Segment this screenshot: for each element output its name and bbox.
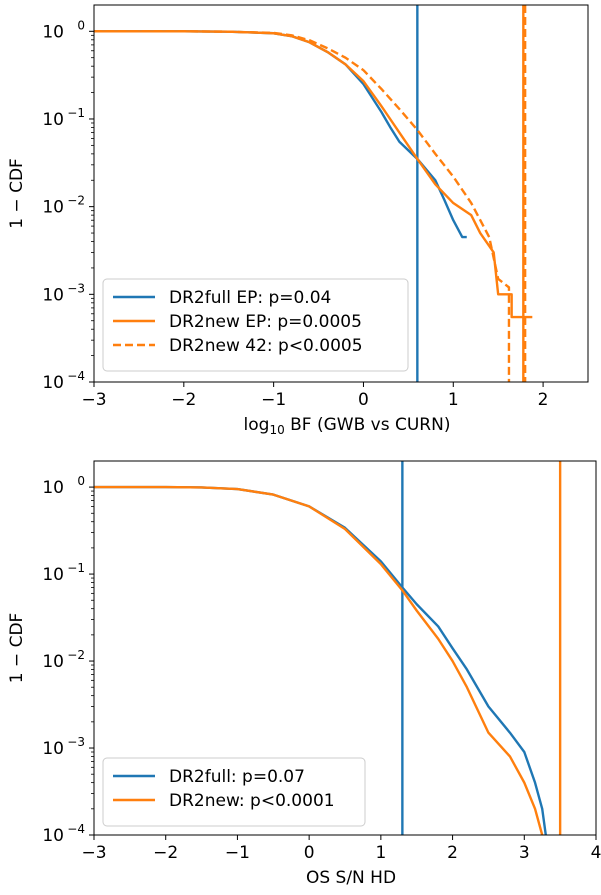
x-tick-label: 2 bbox=[447, 843, 458, 863]
series-line-2 bbox=[94, 30, 511, 382]
x-axis-label-subscript: 10 bbox=[269, 423, 284, 437]
y-tick-base: 10 bbox=[42, 826, 64, 846]
y-tick-base: 10 bbox=[42, 373, 64, 393]
x-tick-label: 1 bbox=[448, 390, 459, 410]
y-axis-label: 1 − CDF bbox=[7, 158, 27, 229]
y-tick-label: 10 bbox=[42, 373, 64, 393]
y-tick-base: 10 bbox=[42, 565, 64, 585]
y-tick-exponent: −2 bbox=[67, 648, 85, 662]
y-tick-label: 10 bbox=[42, 739, 64, 759]
y-tick-label: 10 bbox=[42, 826, 64, 846]
y-tick-base: 10 bbox=[42, 478, 64, 498]
y-tick-base: 10 bbox=[42, 198, 64, 218]
x-tick-label: −2 bbox=[153, 843, 178, 863]
y-tick-label: 10 bbox=[42, 565, 64, 585]
y-tick-exponent: −4 bbox=[67, 369, 85, 383]
x-axis-label-rest: BF (GWB vs CURN) bbox=[285, 415, 451, 435]
x-tick-label: 1 bbox=[375, 843, 386, 863]
y-tick-exponent: −3 bbox=[67, 735, 85, 749]
legend-label-0: DR2full: p=0.07 bbox=[169, 767, 305, 787]
x-tick-label: 0 bbox=[304, 843, 315, 863]
y-tick-exponent: 0 bbox=[77, 474, 85, 488]
x-tick-label: 2 bbox=[538, 390, 549, 410]
x-tick-label: −3 bbox=[81, 390, 106, 410]
axes-frame bbox=[93, 4, 589, 383]
x-tick-label: −3 bbox=[81, 843, 106, 863]
series-group bbox=[94, 5, 533, 382]
y-tick-exponent: −3 bbox=[67, 281, 85, 295]
y-tick-base: 10 bbox=[42, 652, 64, 672]
legend-label-1: DR2new: p<0.0001 bbox=[169, 791, 335, 811]
y-tick-label: 10 bbox=[42, 285, 64, 305]
x-tick-label: −2 bbox=[171, 390, 196, 410]
y-tick-label: 10 bbox=[42, 652, 64, 672]
y-tick-base: 10 bbox=[42, 110, 64, 130]
legend: DR2full: p=0.07 DR2new: p<0.0001 bbox=[102, 757, 366, 827]
y-tick-base: 10 bbox=[42, 739, 64, 759]
series-group bbox=[94, 461, 562, 835]
y-tick-label: 10 bbox=[42, 198, 64, 218]
y-tick-exponent: −2 bbox=[67, 194, 85, 208]
legend-label-1: DR2new EP: p=0.0005 bbox=[169, 312, 362, 332]
top-chart-panel: −3 −2 −1 0 1 210 010 −110 −210 −310 −41 − CDFlog10… bbox=[7, 4, 589, 437]
legend-box bbox=[102, 278, 409, 372]
y-tick-exponent: −1 bbox=[67, 561, 85, 575]
bottom-chart-panel: −3 −2 −1 0 1 2 3 410 010 −110 −210 −310 −41 − CDFOS … bbox=[7, 460, 601, 888]
axes-frame bbox=[93, 460, 597, 836]
y-tick-label: 10 bbox=[42, 110, 64, 130]
x-axis-label-main: log bbox=[244, 415, 270, 435]
x-tick-label: 4 bbox=[591, 843, 601, 863]
x-tick-label: 0 bbox=[358, 390, 369, 410]
legend: DR2full EP: p=0.04 DR2new EP: p=0.0005 DR2… bbox=[102, 278, 409, 372]
x-tick-label: −1 bbox=[225, 843, 250, 863]
x-axis-label: OS S/N HD bbox=[306, 868, 396, 888]
x-axis-label: log10 BF (GWB vs CURN) bbox=[244, 415, 451, 437]
x-tick-label: −1 bbox=[261, 390, 286, 410]
x-tick-label: 3 bbox=[519, 843, 530, 863]
legend-label-0: DR2full EP: p=0.04 bbox=[169, 288, 331, 308]
y-tick-exponent: −1 bbox=[67, 106, 85, 120]
y-tick-label: 10 bbox=[42, 478, 64, 498]
legend-label-2: DR2new 42: p<0.0005 bbox=[169, 336, 363, 356]
series-line-1 bbox=[94, 485, 544, 835]
y-tick-base: 10 bbox=[42, 22, 64, 42]
y-tick-label: 10 bbox=[42, 22, 64, 42]
y-tick-exponent: −4 bbox=[67, 822, 85, 836]
y-tick-exponent: 0 bbox=[77, 18, 85, 32]
y-tick-base: 10 bbox=[42, 285, 64, 305]
legend-box bbox=[102, 757, 366, 827]
y-axis-label: 1 − CDF bbox=[7, 613, 27, 684]
